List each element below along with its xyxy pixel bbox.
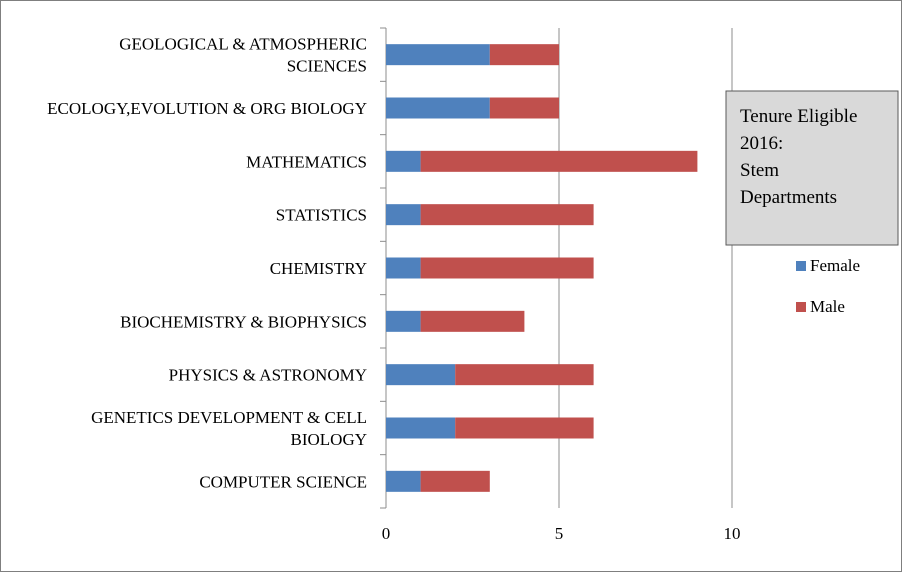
legend-label-male: Male <box>810 297 845 316</box>
title-box <box>725 90 899 246</box>
bar-female <box>386 257 421 279</box>
category-label: STATISTICS <box>276 206 367 225</box>
x-tick-label: 10 <box>724 524 741 543</box>
chart-title-line: Tenure Eligible <box>740 106 857 127</box>
chart-title-line: Stem <box>740 160 779 181</box>
x-tick-label: 0 <box>382 524 391 543</box>
bar-male <box>420 310 525 332</box>
bar-male <box>420 150 698 172</box>
category-label: GEOLOGICAL & ATMOSPHERIC <box>119 35 367 54</box>
category-label: SCIENCES <box>287 57 367 76</box>
legend-swatch-female <box>796 261 806 271</box>
bar-female <box>386 417 456 439</box>
category-label: GENETICS DEVELOPMENT & CELL <box>91 408 367 427</box>
bar-male <box>420 257 594 279</box>
bar-male <box>455 417 594 439</box>
category-label: COMPUTER SCIENCE <box>199 472 367 491</box>
bar-female <box>386 150 421 172</box>
legend-swatch-male <box>796 302 806 312</box>
bar-female <box>386 470 421 492</box>
bar-female <box>386 44 490 66</box>
category-label: ECOLOGY,EVOLUTION & ORG BIOLOGY <box>47 99 367 118</box>
category-label: BIOLOGY <box>291 430 368 449</box>
bar-male <box>455 364 594 386</box>
category-label: MATHEMATICS <box>246 152 367 171</box>
bar-male <box>489 44 559 66</box>
bar-male <box>420 470 490 492</box>
bar-female <box>386 310 421 332</box>
x-tick-label: 5 <box>555 524 564 543</box>
bar-male <box>420 204 594 226</box>
bar-female <box>386 364 456 386</box>
category-label: PHYSICS & ASTRONOMY <box>169 366 367 385</box>
category-label: BIOCHEMISTRY & BIOPHYSICS <box>120 312 367 331</box>
chart-title-line: 2016: <box>740 133 783 154</box>
bar-male <box>489 97 559 119</box>
legend-label-female: Female <box>810 256 860 275</box>
bar-female <box>386 204 421 226</box>
chart-title-line: Departments <box>740 187 837 208</box>
bar-female <box>386 97 490 119</box>
category-label: CHEMISTRY <box>270 259 367 278</box>
